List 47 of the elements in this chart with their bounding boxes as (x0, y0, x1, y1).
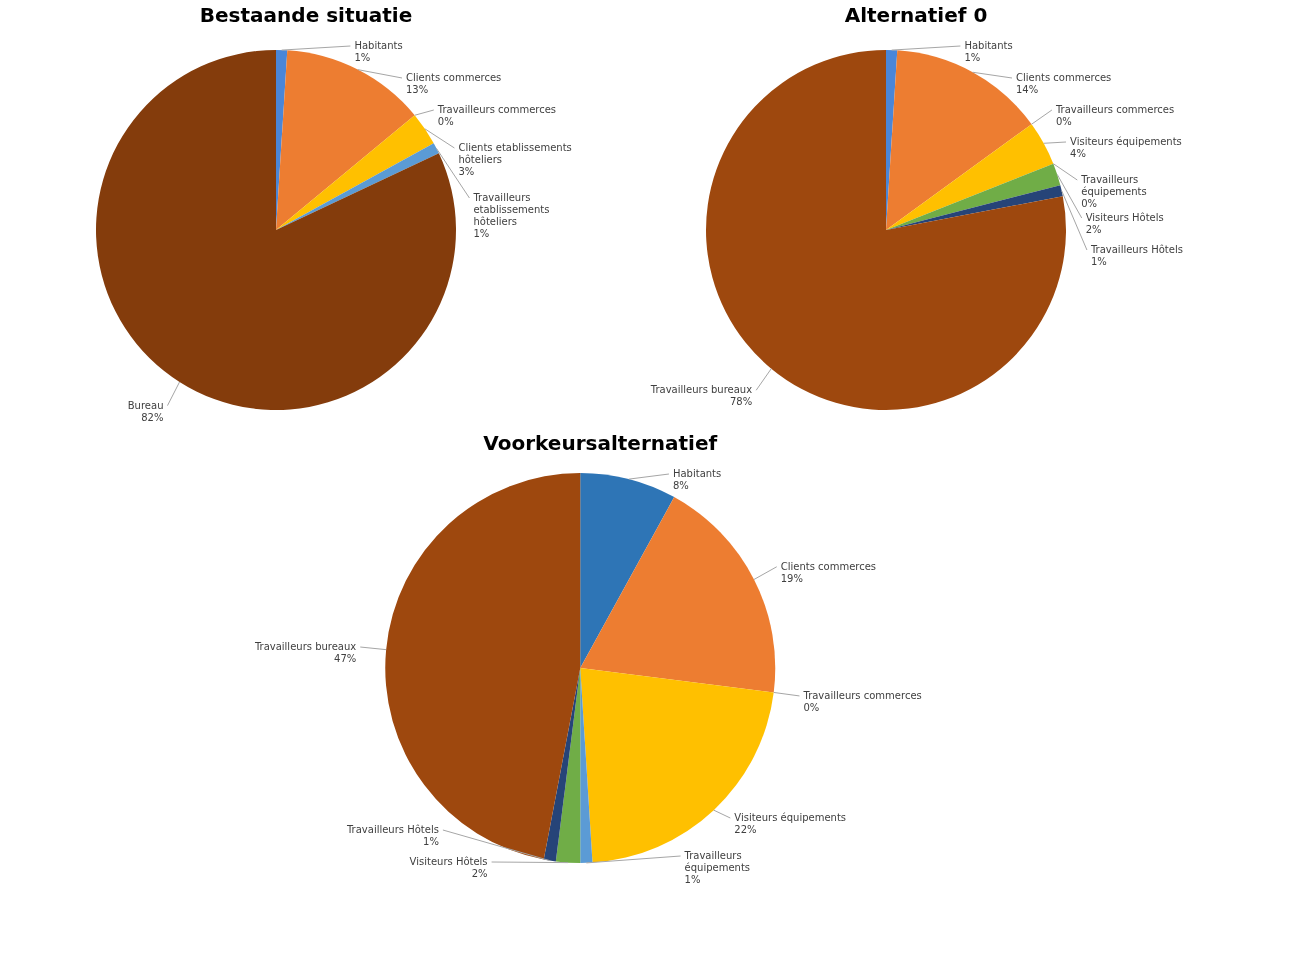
slice-label: Visiteurs équipements (1070, 136, 1182, 147)
data-label: 2% (1085, 224, 1102, 235)
chart-title: Alternatief 0 (844, 3, 988, 27)
slice-label: Clients commerces (405, 72, 502, 83)
slice-label: Clients commerces (780, 560, 877, 572)
slice-label: Bureau (127, 399, 164, 411)
slice-label: Visiteurs Hôtels (1085, 212, 1164, 223)
slice-label: Visiteurs équipements (734, 812, 847, 823)
data-label: 8% (672, 480, 689, 491)
slice-label: Travailleurs bureaux (649, 384, 753, 396)
legend-label: Travailleurs commerces (436, 104, 557, 115)
data-label: 1% (423, 836, 439, 847)
chart-title: Bestaande situatie (199, 3, 413, 27)
slice-label: Clients commerces (1015, 72, 1112, 83)
data-label: 47% (334, 653, 357, 665)
slice-label: Travailleurs équipements (683, 850, 751, 873)
slice-label: Habitants (672, 468, 722, 479)
data-label: 13% (405, 84, 429, 95)
legend-label: Travailleurs commerces (802, 689, 922, 701)
data-label: 1% (354, 52, 371, 63)
data-label: 1% (473, 228, 490, 239)
data-label: 78% (729, 396, 753, 408)
data-label: 22% (734, 824, 757, 835)
slice-label: Travailleurs bureaux (253, 641, 357, 653)
text: 0% (803, 701, 820, 713)
text: 0% (1081, 198, 1098, 209)
data-label: 4% (1070, 148, 1086, 159)
category-label: Travailleurs commerces (1055, 104, 1175, 115)
slice-label: Travailleurs Hôtels (345, 824, 439, 835)
data-label: 19% (780, 572, 803, 584)
slice-label: Travailleurs Hôtels (1089, 244, 1183, 255)
data-label: 1% (964, 52, 981, 63)
slice-label: Habitants (964, 40, 1013, 51)
text: 0% (1055, 116, 1072, 127)
chart-title: Voorkeursalternatief (483, 431, 718, 455)
slice-label: Visiteurs Hôtels (409, 856, 488, 867)
data-label: 1% (1090, 256, 1107, 267)
data-label: 14% (1015, 84, 1039, 95)
category-label: Travailleurs équipements (1081, 174, 1147, 197)
data-label: 1% (684, 874, 701, 885)
slice-label: Travailleurs etablissements hôteliers (472, 192, 550, 227)
slice-label: Clients etablissements hôteliers (458, 142, 572, 165)
data-label: 2% (471, 868, 488, 879)
text: 0% (437, 116, 454, 127)
data-label: 82% (141, 411, 164, 423)
slice-label: Habitants (354, 40, 403, 51)
data-label: 3% (458, 166, 475, 177)
